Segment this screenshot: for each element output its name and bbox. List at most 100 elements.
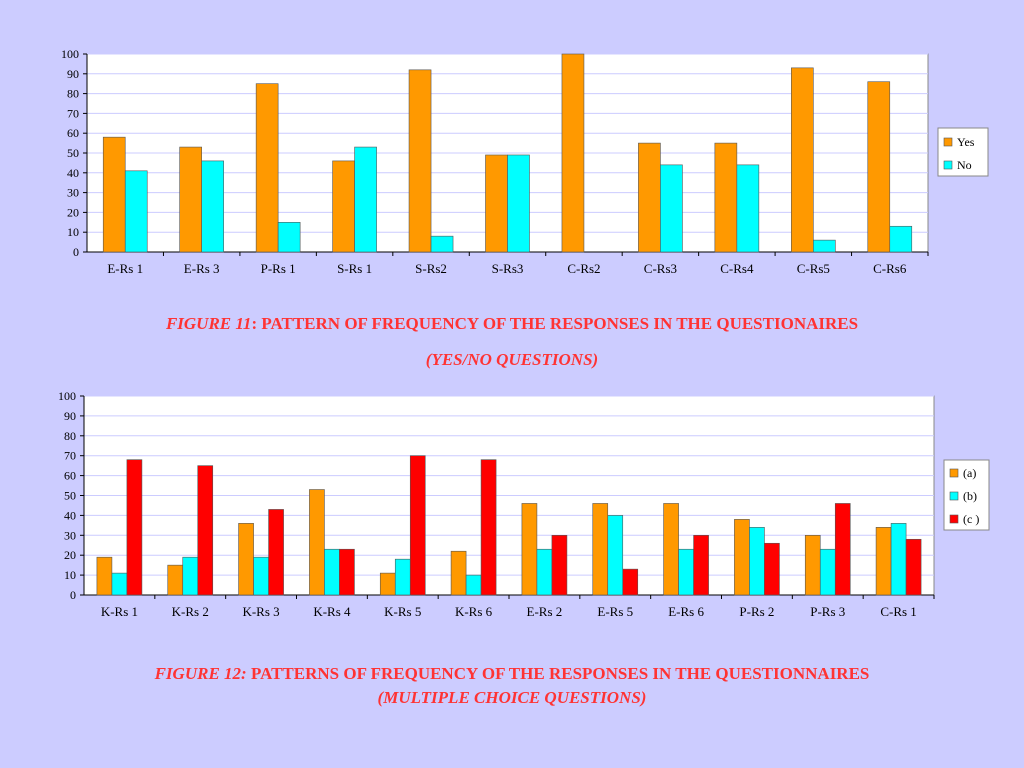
- bar: [791, 67, 814, 253]
- bar: [126, 459, 143, 596]
- bar: [889, 225, 913, 253]
- y-tick-label: 70: [64, 449, 76, 463]
- bar: [749, 527, 765, 596]
- bar: [734, 519, 750, 596]
- x-category-label: P-Rs 2: [739, 604, 774, 619]
- bar: [268, 509, 284, 596]
- y-tick-label: 30: [67, 186, 79, 200]
- bar: [255, 83, 279, 253]
- legend-swatch: [949, 491, 959, 501]
- bar: [507, 154, 530, 253]
- bar: [182, 556, 199, 596]
- bar: [663, 503, 679, 596]
- x-category-label: E-Rs 3: [184, 261, 220, 276]
- bar: [238, 523, 254, 596]
- bar: [379, 572, 396, 596]
- x-category-label: C-Rs2: [567, 261, 600, 276]
- bar: [660, 164, 683, 253]
- figure-12-title: PATTERNS OF FREQUENCY OF THE RESPONSES I…: [246, 664, 870, 683]
- bar: [309, 489, 325, 596]
- bar: [408, 69, 432, 253]
- y-tick-label: 0: [73, 245, 79, 259]
- bar: [693, 534, 709, 596]
- bar: [875, 527, 892, 596]
- bar: [277, 222, 301, 253]
- y-tick-label: 70: [67, 106, 79, 120]
- y-tick-label: 80: [67, 87, 79, 101]
- y-tick-label: 20: [67, 205, 79, 219]
- figure-12-subtitle-text: (MULTIPLE CHOICE QUESTIONS): [377, 688, 647, 707]
- bar: [167, 564, 184, 596]
- legend-label: No: [957, 158, 972, 172]
- bar: [607, 515, 624, 596]
- bar: [678, 548, 694, 596]
- y-tick-label: 90: [64, 409, 76, 423]
- y-tick-label: 40: [64, 508, 76, 522]
- y-tick-label: 20: [64, 548, 76, 562]
- legend-swatch: [949, 514, 959, 524]
- y-tick-label: 10: [67, 225, 79, 239]
- bar: [834, 503, 851, 596]
- x-category-label: P-Rs 1: [261, 261, 296, 276]
- x-category-label: E-Rs 2: [527, 604, 563, 619]
- y-tick-label: 100: [58, 389, 76, 403]
- figure-11-separator: :: [251, 314, 262, 333]
- figure-12-subtitle: (MULTIPLE CHOICE QUESTIONS): [0, 688, 1024, 708]
- x-category-label: C-Rs6: [873, 261, 907, 276]
- x-category-label: S-Rs2: [415, 261, 447, 276]
- x-category-label: K-Rs 3: [242, 604, 279, 619]
- figure-12-caption: FIGURE 12: PATTERNS OF FREQUENCY OF THE …: [0, 664, 1024, 684]
- bar: [804, 534, 821, 596]
- x-category-label: S-Rs 1: [337, 261, 372, 276]
- legend-label: (c ): [963, 512, 979, 526]
- x-category-label: C-Rs3: [644, 261, 677, 276]
- legend-label: Yes: [957, 135, 975, 149]
- bar: [465, 574, 482, 596]
- bar: [561, 53, 585, 253]
- y-tick-label: 100: [61, 47, 79, 61]
- bar: [480, 459, 497, 596]
- x-category-label: E-Rs 6: [668, 604, 704, 619]
- x-category-label: K-Rs 6: [455, 604, 493, 619]
- legend-swatch: [943, 137, 953, 147]
- bar: [394, 558, 411, 596]
- x-category-label: C-Rs 1: [880, 604, 916, 619]
- figure-11-subtitle: (YES/NO QUESTIONS): [0, 350, 1024, 370]
- bar: [111, 572, 128, 596]
- bar: [96, 556, 113, 596]
- bar: [905, 538, 922, 596]
- bar: [253, 556, 269, 596]
- bar: [536, 548, 553, 596]
- figure-11-subtitle-text: (YES/NO QUESTIONS): [425, 350, 599, 369]
- legend-label: (b): [963, 489, 977, 503]
- y-tick-label: 60: [67, 126, 79, 140]
- bar: [201, 160, 224, 253]
- y-tick-label: 50: [67, 146, 79, 160]
- bar: [819, 548, 836, 596]
- bar: [867, 81, 891, 253]
- bar: [764, 542, 780, 596]
- bar: [551, 534, 568, 596]
- bar: [736, 164, 760, 253]
- y-tick-label: 90: [67, 67, 79, 81]
- legend-swatch: [949, 468, 959, 478]
- figure-11-caption: FIGURE 11: PATTERN OF FREQUENCY OF THE R…: [0, 314, 1024, 334]
- y-tick-label: 30: [64, 528, 76, 542]
- y-tick-label: 10: [64, 568, 76, 582]
- x-category-label: K-Rs 4: [313, 604, 351, 619]
- legend-label: (a): [963, 466, 976, 480]
- y-tick-label: 40: [67, 166, 79, 180]
- x-category-label: P-Rs 3: [810, 604, 845, 619]
- chart-multiple-choice: 0 10 20 30 40 50 60 70 80 90 100 K-Rs 1 K-Rs 2 K-Rs 3…: [58, 389, 990, 619]
- bar: [354, 146, 377, 253]
- x-category-label: K-Rs 2: [172, 604, 209, 619]
- bar: [409, 455, 426, 596]
- figure-11-title: PATTERN OF FREQUENCY OF THE RESPONSES IN…: [261, 314, 859, 333]
- bar: [521, 503, 538, 596]
- bar: [890, 523, 907, 596]
- y-tick-label: 50: [64, 489, 76, 503]
- x-category-label: K-Rs 5: [384, 604, 421, 619]
- chart-yes-no: 0 10 20 30 40 50 60 70 80 90 100 E-Rs 1 E-Rs 3 P-Rs 1…: [61, 47, 989, 276]
- bar: [197, 465, 214, 596]
- y-tick-label: 60: [64, 469, 76, 483]
